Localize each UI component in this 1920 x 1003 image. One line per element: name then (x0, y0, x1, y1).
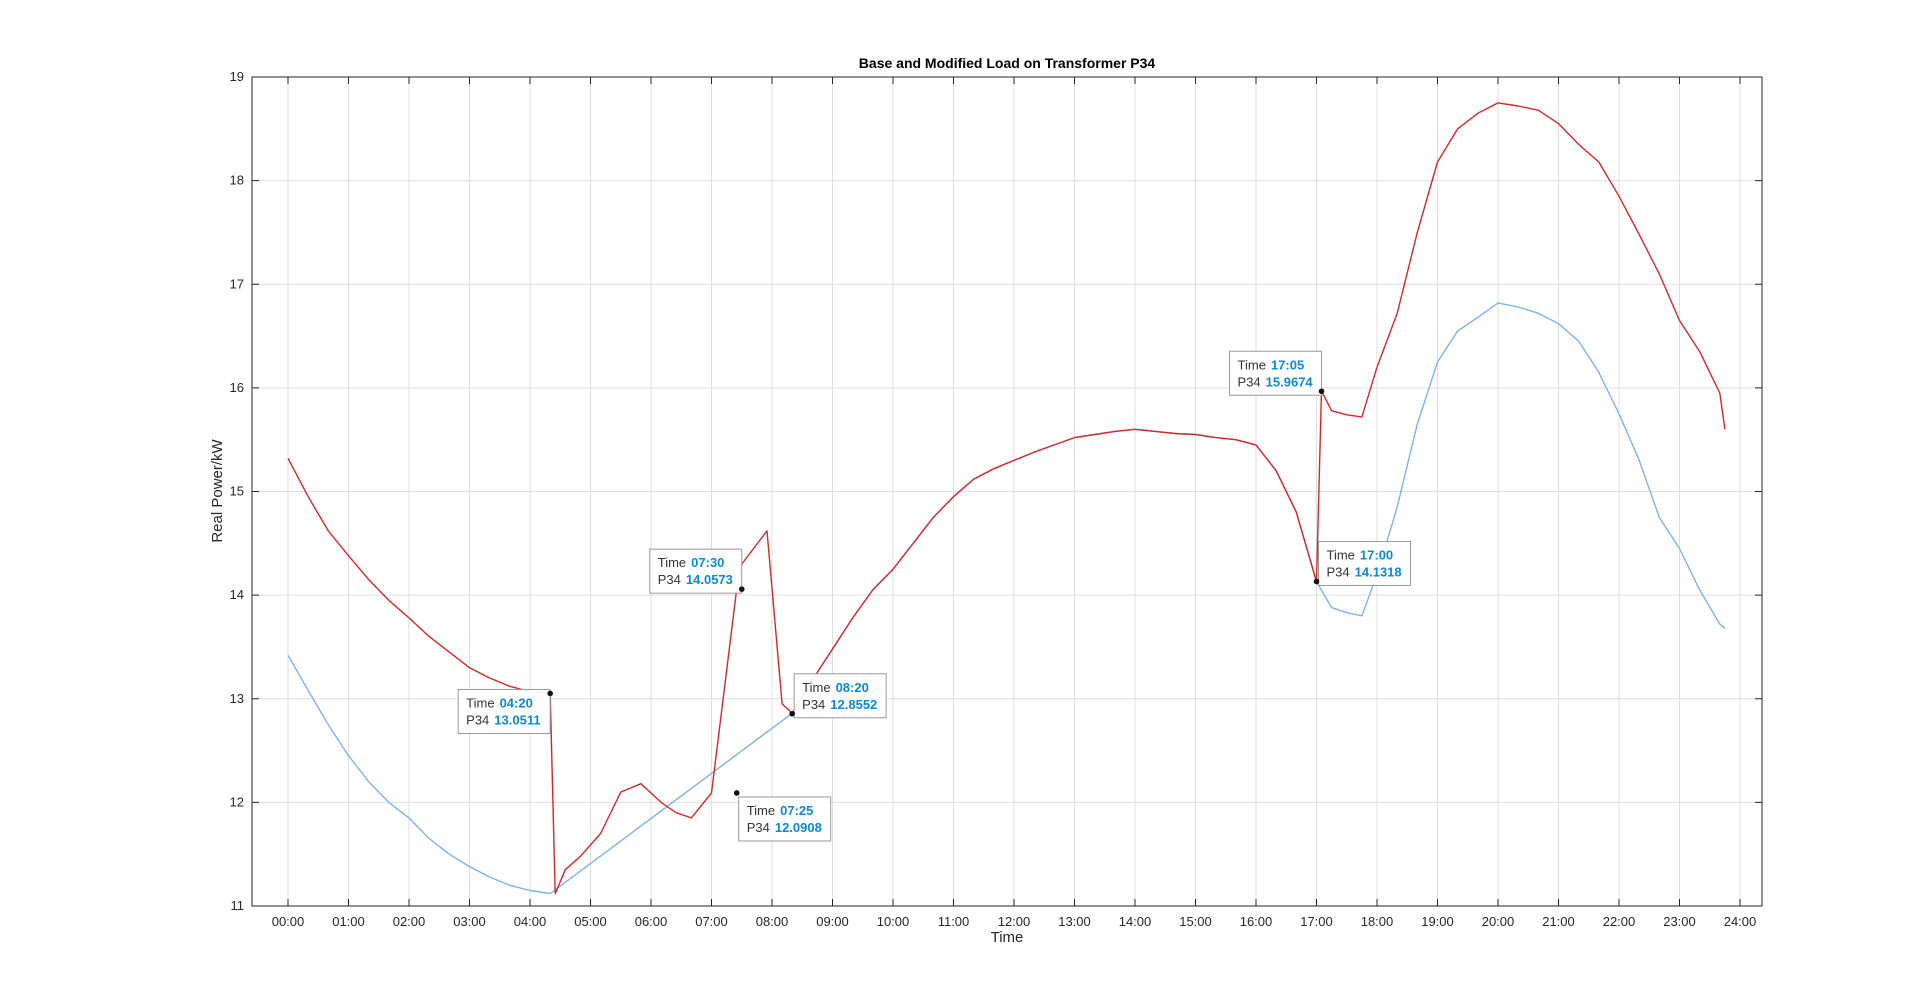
datatip-marker (789, 710, 795, 717)
y-tick-label: 13 (230, 691, 244, 706)
datatip-box (649, 548, 743, 594)
datatip-box (738, 796, 832, 842)
datatip-value: 15.9674 (1266, 374, 1314, 389)
x-tick-label: 22:00 (1603, 914, 1636, 929)
datatip-marker (1313, 578, 1320, 585)
datatip-value-row: P34 14.1318 (1327, 564, 1402, 579)
x-tick-label: 05:00 (574, 914, 607, 929)
datatip-time-row: Time 17:05 (1238, 357, 1305, 372)
y-tick-label: 15 (230, 484, 244, 499)
datatip: Time 07:30 P34 14.0573 (649, 548, 745, 594)
datatip-marker (738, 586, 745, 592)
x-tick-label: 11:00 (938, 914, 970, 929)
datatip: Time 17:05 P34 15.9674 (1229, 350, 1325, 396)
datatip-time-value: 08:20 (836, 680, 869, 695)
datatip-value-row: P34 13.0511 (466, 712, 540, 727)
ticks: 00:00 01:00 02:00 03:00 04:00 05:00 06:00 07:00… (230, 69, 1762, 929)
datatip-time-value: 17:00 (1360, 547, 1393, 562)
datatip-marker (1318, 388, 1325, 395)
y-tick-label: 16 (230, 380, 244, 395)
x-tick-label: 08:00 (756, 914, 789, 929)
x-tick-label: 13:00 (1058, 914, 1091, 929)
datatip-series-label: P34 (747, 820, 770, 835)
chart-title: Base and Modified Load on Transformer P3… (859, 55, 1156, 71)
x-tick-label: 20:00 (1482, 914, 1515, 929)
x-tick-label: 12:00 (998, 914, 1031, 929)
datatip-value: 12.8552 (830, 697, 877, 712)
datatip-value: 14.1318 (1355, 564, 1402, 579)
x-tick-label: 23:00 (1663, 914, 1696, 929)
datatip-box (793, 673, 887, 719)
datatip-marker (733, 790, 740, 796)
datatip-value-row: P34 14.0573 (658, 572, 733, 587)
datatip: Time 04:20 P34 13.0511 (457, 688, 553, 734)
x-tick-label: 10:00 (877, 914, 910, 929)
datatip-time-row: Time 08:20 (802, 680, 869, 695)
datatip-series-label: P34 (802, 697, 825, 712)
x-tick-label: 18:00 (1361, 914, 1394, 929)
x-tick-label: 16:00 (1240, 914, 1273, 929)
x-tick-label: 01:00 (332, 914, 365, 929)
datatip-time-value: 17:05 (1271, 357, 1304, 372)
x-tick-label: 14:00 (1119, 914, 1152, 929)
y-tick-label: 17 (230, 276, 244, 291)
datatip-series-label: P34 (1238, 374, 1261, 389)
y-axis-label: Real Power/kW (209, 438, 226, 542)
x-tick-label: 04:00 (514, 914, 547, 929)
x-tick-label: 07:00 (695, 914, 728, 929)
datatip-value: 13.0511 (494, 712, 540, 727)
datatip-time-label: Time (466, 695, 494, 710)
y-tick-label: 19 (230, 69, 244, 84)
x-tick-label: 19:00 (1421, 914, 1454, 929)
datatip-series-label: P34 (658, 572, 681, 587)
datatip-time-row: Time 07:30 (658, 555, 725, 570)
x-tick-label: 17:00 (1300, 914, 1333, 929)
datatip-value-row: P34 15.9674 (1238, 374, 1314, 389)
datatip-time-label: Time (802, 680, 830, 695)
y-tick-label: 18 (230, 173, 244, 188)
datatip-time-label: Time (747, 803, 775, 818)
x-tick-label: 24:00 (1724, 914, 1757, 929)
x-tick-label: 06:00 (635, 914, 668, 929)
datatip-value: 14.0573 (686, 572, 733, 587)
y-tick-label: 14 (230, 587, 244, 602)
datatip-series-label: P34 (1327, 564, 1350, 579)
x-tick-label: 03:00 (453, 914, 486, 929)
datatip-time-row: Time 07:25 (747, 803, 814, 818)
datatip-value-row: P34 12.8552 (802, 697, 877, 712)
datatip: Time 08:20 P34 12.8552 (789, 673, 887, 719)
datatip-box (1229, 350, 1323, 396)
datatip-marker (547, 690, 553, 697)
datatip-value: 12.0908 (775, 820, 822, 835)
datatip-time-value: 04:20 (500, 695, 533, 710)
x-tick-label: 15:00 (1179, 914, 1212, 929)
datatip-time-label: Time (1238, 357, 1266, 372)
datatip-box (457, 688, 551, 734)
x-tick-label: 02:00 (393, 914, 426, 929)
x-tick-label: 21:00 (1542, 914, 1575, 929)
datatip-time-value: 07:30 (691, 555, 724, 570)
datatip-time-value: 07:25 (780, 803, 813, 818)
x-tick-label: 00:00 (272, 914, 305, 929)
datatip-value-row: P34 12.0908 (747, 820, 822, 835)
y-tick-label: 11 (231, 898, 245, 913)
datatip: Time 17:00 P34 14.1318 (1313, 540, 1411, 586)
x-axis-label: Time (991, 929, 1024, 946)
datatip-time-label: Time (658, 555, 686, 570)
datatip-time-row: Time 17:00 (1327, 547, 1394, 562)
datatip-time-label: Time (1327, 547, 1355, 562)
datatip-series-label: P34 (466, 712, 489, 727)
x-tick-label: 09:00 (816, 914, 849, 929)
datatip: Time 07:25 P34 12.0908 (733, 790, 832, 842)
datatip-box (1318, 540, 1411, 586)
y-tick-label: 12 (230, 794, 244, 809)
datatip-time-row: Time 04:20 (466, 695, 533, 710)
